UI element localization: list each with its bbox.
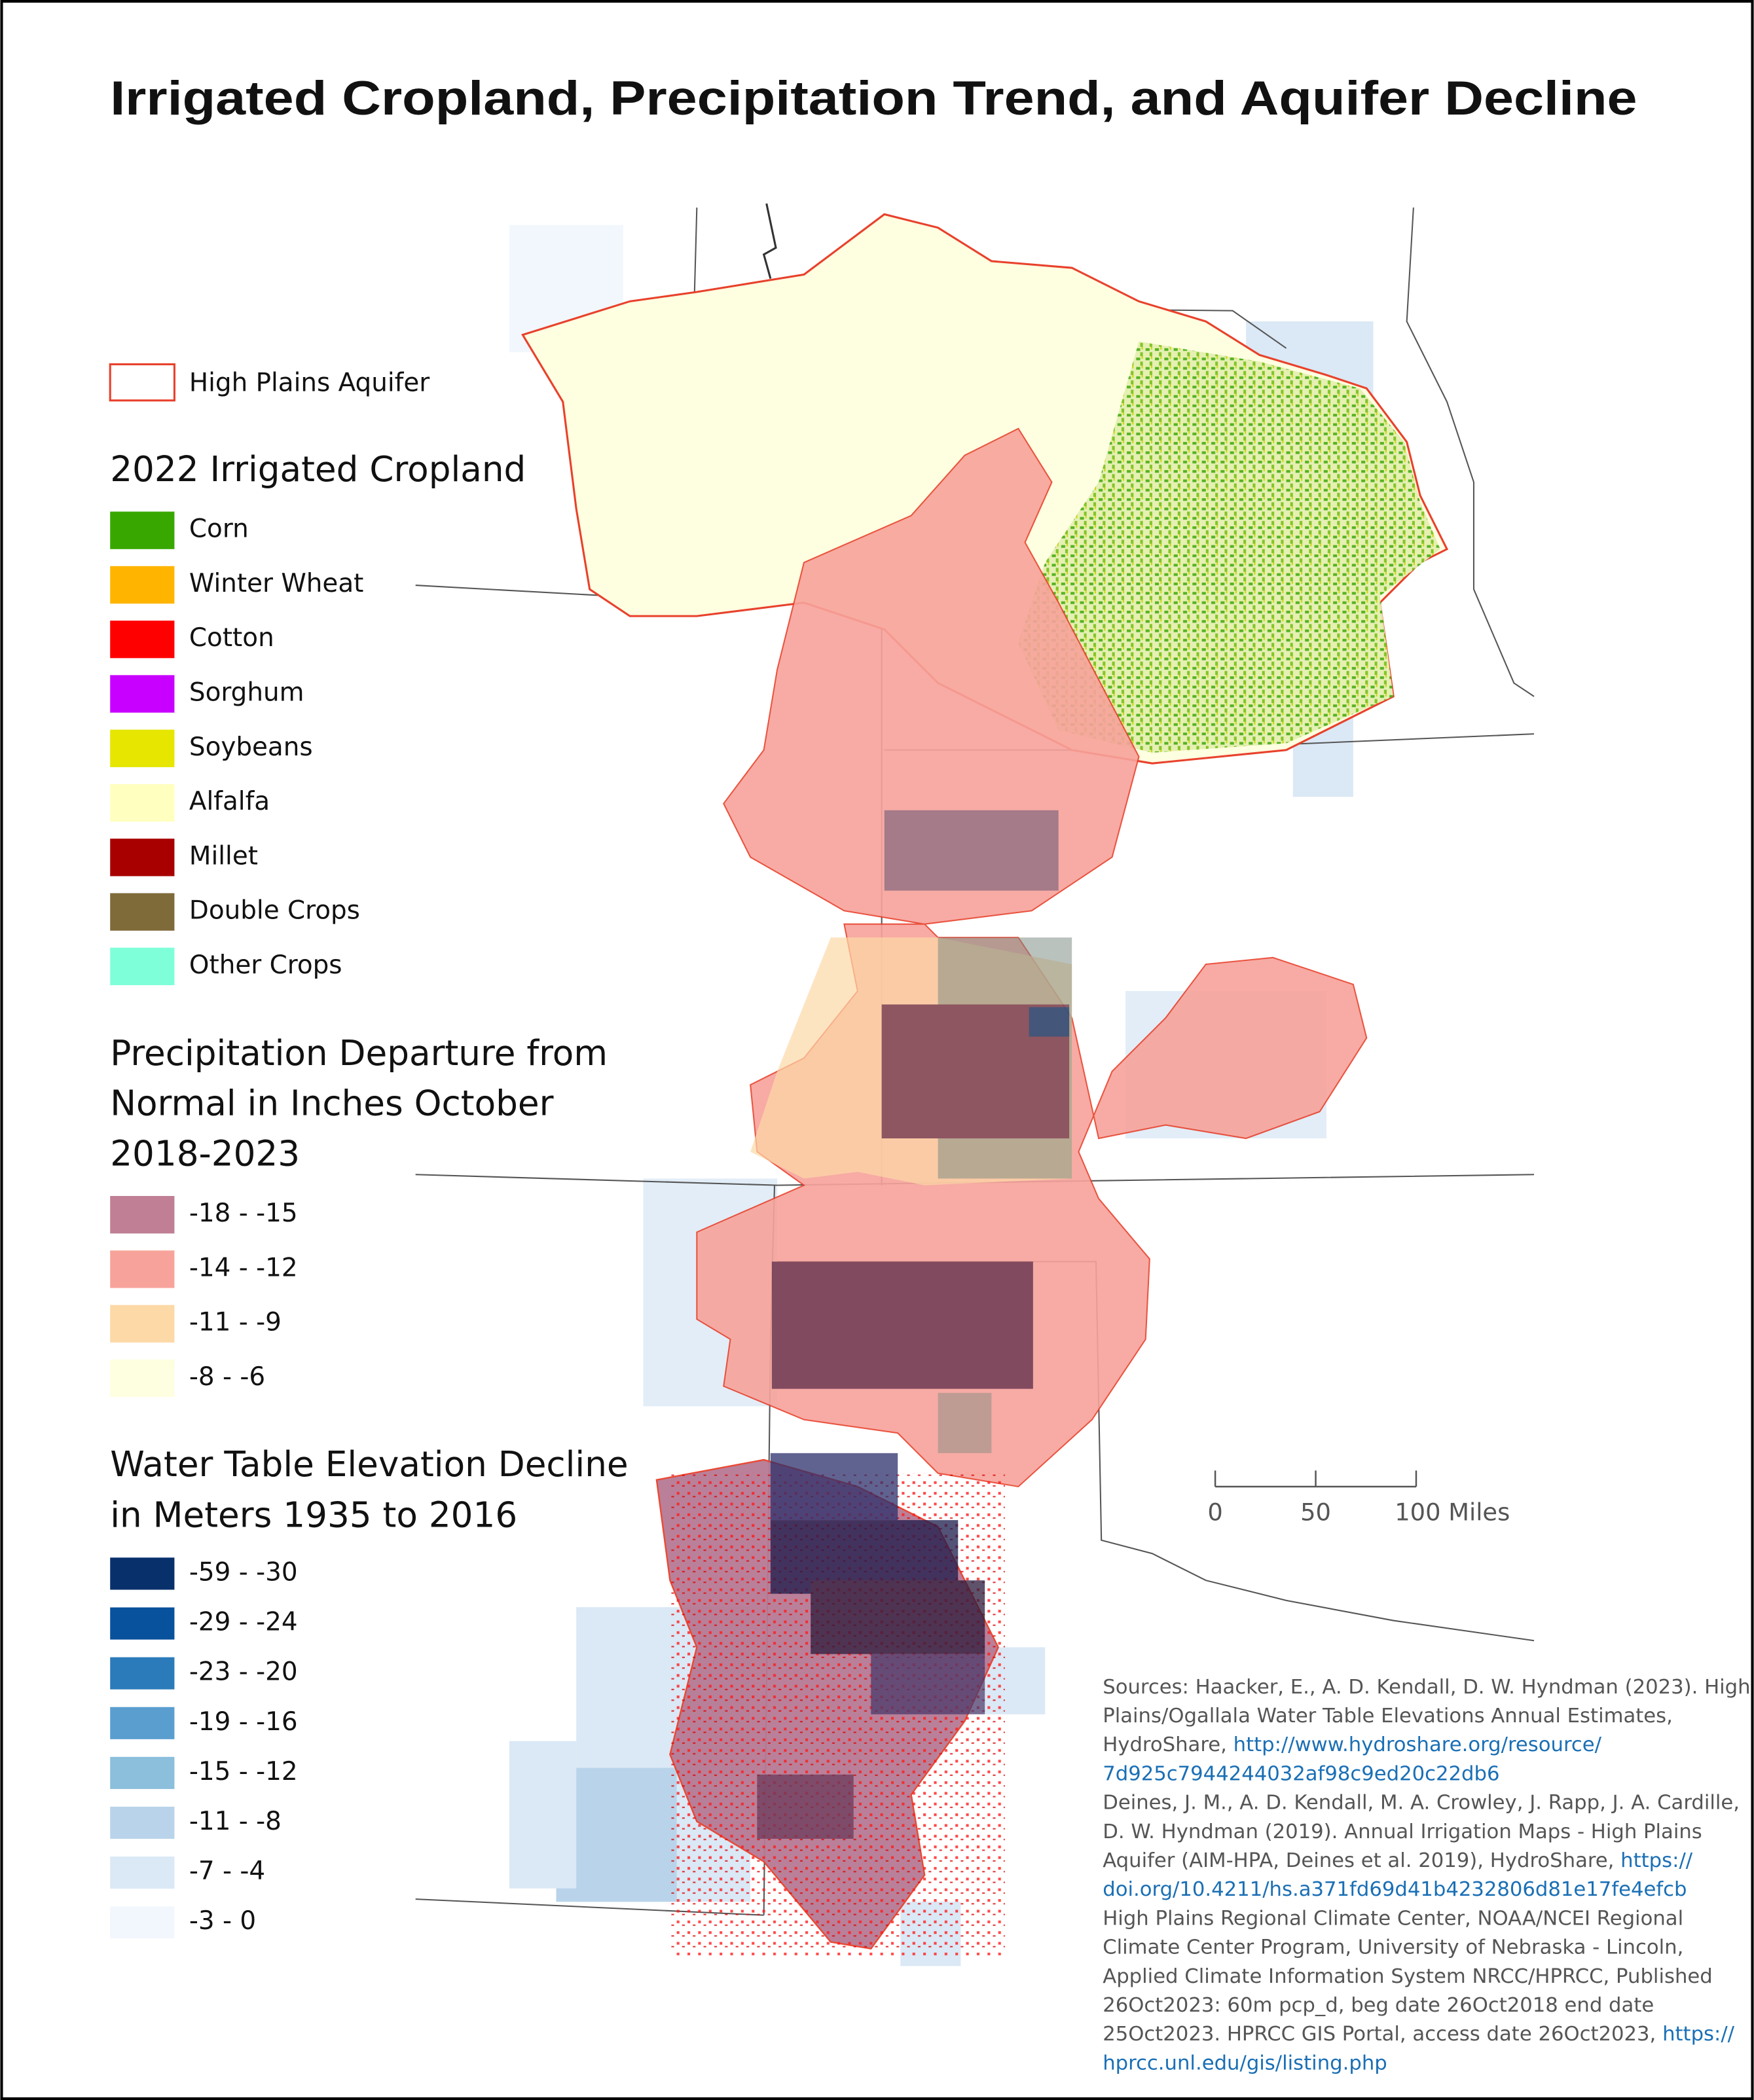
legend-swatch — [110, 566, 175, 604]
legend-label: Winter Wheat — [189, 569, 363, 598]
legend-label: Sorghum — [189, 678, 304, 707]
source-text: High Plains Regional Climate Center, NOA… — [1103, 1907, 1683, 1930]
legend-heading: 2022 Irrigated Cropland — [110, 449, 526, 490]
legend-label: Soybeans — [189, 733, 313, 762]
legend-label: -7 - -4 — [189, 1856, 265, 1886]
legend-label: -23 - -20 — [189, 1657, 298, 1687]
legend-label: -29 - -24 — [189, 1608, 298, 1637]
title: Irrigated Cropland, Precipitation Trend,… — [110, 71, 1637, 125]
legend-label: -11 - -9 — [189, 1308, 282, 1337]
legend-swatch — [110, 675, 175, 713]
legend-swatch — [110, 893, 175, 931]
source-link[interactable]: doi.org/10.4211/hs.a371fd69d41b4232806d8… — [1103, 1878, 1687, 1901]
legend-swatch — [110, 839, 175, 877]
map-title: Irrigated Cropland, Precipitation Trend,… — [110, 71, 1637, 125]
source-text: Climate Center Program, University of Ne… — [1103, 1936, 1683, 1959]
source-line: Applied Climate Information System NRCC/… — [1103, 1964, 1713, 1987]
legend-swatch — [110, 1196, 175, 1234]
scale-label: 0 — [1207, 1498, 1222, 1526]
source-text: Applied Climate Information System NRCC/… — [1103, 1964, 1713, 1987]
legend-swatch — [110, 1806, 175, 1839]
legend-heading: Water Table Elevation Decline — [110, 1444, 628, 1485]
source-text: Deines, J. M., A. D. Kendall, M. A. Crow… — [1103, 1791, 1740, 1814]
source-text: Plains/Ogallala Water Table Elevations A… — [1103, 1705, 1673, 1728]
legend-label: -8 - -6 — [189, 1362, 265, 1392]
legend-label: Cotton — [189, 623, 274, 653]
legend-label: Millet — [189, 841, 258, 871]
legend-swatch — [110, 1305, 175, 1343]
source-line: Plains/Ogallala Water Table Elevations A… — [1103, 1705, 1673, 1728]
legend-label: High Plains Aquifer — [189, 369, 429, 398]
legend-swatch — [110, 947, 175, 985]
source-text: HydroShare, — [1103, 1733, 1233, 1756]
source-text: D. W. Hyndman (2019). Annual Irrigation … — [1103, 1820, 1702, 1843]
legend-swatch — [110, 1359, 175, 1398]
source-line: hprcc.unl.edu/gis/listing.php — [1103, 2052, 1387, 2074]
source-text: 25Oct2023. HPRCC GIS Portal, access date… — [1103, 2023, 1662, 2046]
legend-label: -3 - 0 — [189, 1906, 256, 1936]
source-line: Sources: Haacker, E., A. D. Kendall, D. … — [1103, 1675, 1750, 1698]
source-line: D. W. Hyndman (2019). Annual Irrigation … — [1103, 1820, 1702, 1843]
source-line: 7d925c7944244032af98c9ed20c22db6 — [1103, 1762, 1499, 1785]
source-line: Aquifer (AIM-HPA, Deines et al. 2019), H… — [1103, 1849, 1693, 1872]
legend-label: Double Crops — [189, 896, 360, 926]
source-text: Aquifer (AIM-HPA, Deines et al. 2019), H… — [1103, 1849, 1620, 1872]
legend-swatch — [110, 1607, 175, 1640]
legend-heading: Precipitation Departure from — [110, 1033, 608, 1074]
legend-label: -14 - -12 — [189, 1253, 298, 1282]
source-line: HydroShare, http://www.hydroshare.org/re… — [1103, 1733, 1601, 1756]
source-link[interactable]: 7d925c7944244032af98c9ed20c22db6 — [1103, 1762, 1499, 1785]
legend-label: -19 - -16 — [189, 1707, 298, 1737]
sources: Sources: Haacker, E., A. D. Kendall, D. … — [1103, 1675, 1750, 2074]
legend-label: Other Crops — [189, 950, 342, 980]
legend-label: -15 - -12 — [189, 1757, 298, 1786]
legend-swatch — [110, 621, 175, 659]
source-line: 26Oct2023: 60m pcp_d, beg date 26Oct2018… — [1103, 1993, 1654, 2016]
legend-label: -59 - -30 — [189, 1557, 298, 1587]
source-link[interactable]: https:// — [1620, 1849, 1693, 1872]
source-line: Climate Center Program, University of Ne… — [1103, 1936, 1683, 1959]
source-line: Deines, J. M., A. D. Kendall, M. A. Crow… — [1103, 1791, 1740, 1814]
scale-label: 50 — [1300, 1498, 1331, 1526]
irrigated-cropland-nebraska — [1018, 341, 1440, 753]
legend-label: Corn — [189, 515, 249, 544]
decline-cells — [757, 810, 1072, 1839]
legend-swatch — [110, 784, 175, 822]
legend-swatch — [110, 1756, 175, 1789]
legend-label: -18 - -15 — [189, 1199, 298, 1228]
legend-swatch — [110, 729, 175, 767]
legend-swatch — [110, 1906, 175, 1939]
source-link[interactable]: http://www.hydroshare.org/resource/ — [1233, 1733, 1602, 1756]
legend-heading: in Meters 1935 to 2016 — [110, 1495, 517, 1536]
legend-swatch — [110, 1856, 175, 1889]
source-link[interactable]: https:// — [1662, 2023, 1735, 2046]
source-line: 25Oct2023. HPRCC GIS Portal, access date… — [1103, 2023, 1734, 2046]
legend-swatch — [110, 1557, 175, 1590]
legends: 2022 Irrigated Cropland Corn Winter Wheat C… — [110, 449, 629, 1939]
legend-swatch — [110, 1657, 175, 1690]
north-arrow — [762, 203, 777, 279]
source-line: High Plains Regional Climate Center, NOA… — [1103, 1907, 1683, 1930]
legend-heading: Normal in Inches October — [110, 1083, 553, 1124]
legend-swatch — [110, 511, 175, 549]
legend-label: Alfalfa — [189, 787, 270, 816]
aquifer-swatch — [109, 363, 175, 402]
legend-swatch — [110, 1707, 175, 1739]
legend-swatch — [110, 1250, 175, 1288]
source-text: Sources: Haacker, E., A. D. Kendall, D. … — [1103, 1675, 1750, 1698]
source-link[interactable]: hprcc.unl.edu/gis/listing.php — [1103, 2052, 1387, 2074]
legend-label: -11 - -8 — [189, 1807, 282, 1836]
legend-heading: 2018-2023 — [110, 1133, 300, 1174]
scale-bar — [1214, 1470, 1417, 1488]
source-line: doi.org/10.4211/hs.a371fd69d41b4232806d8… — [1103, 1878, 1687, 1901]
source-text: 26Oct2023: 60m pcp_d, beg date 26Oct2018… — [1103, 1993, 1654, 2016]
scale-label: 100 Miles — [1395, 1498, 1510, 1526]
